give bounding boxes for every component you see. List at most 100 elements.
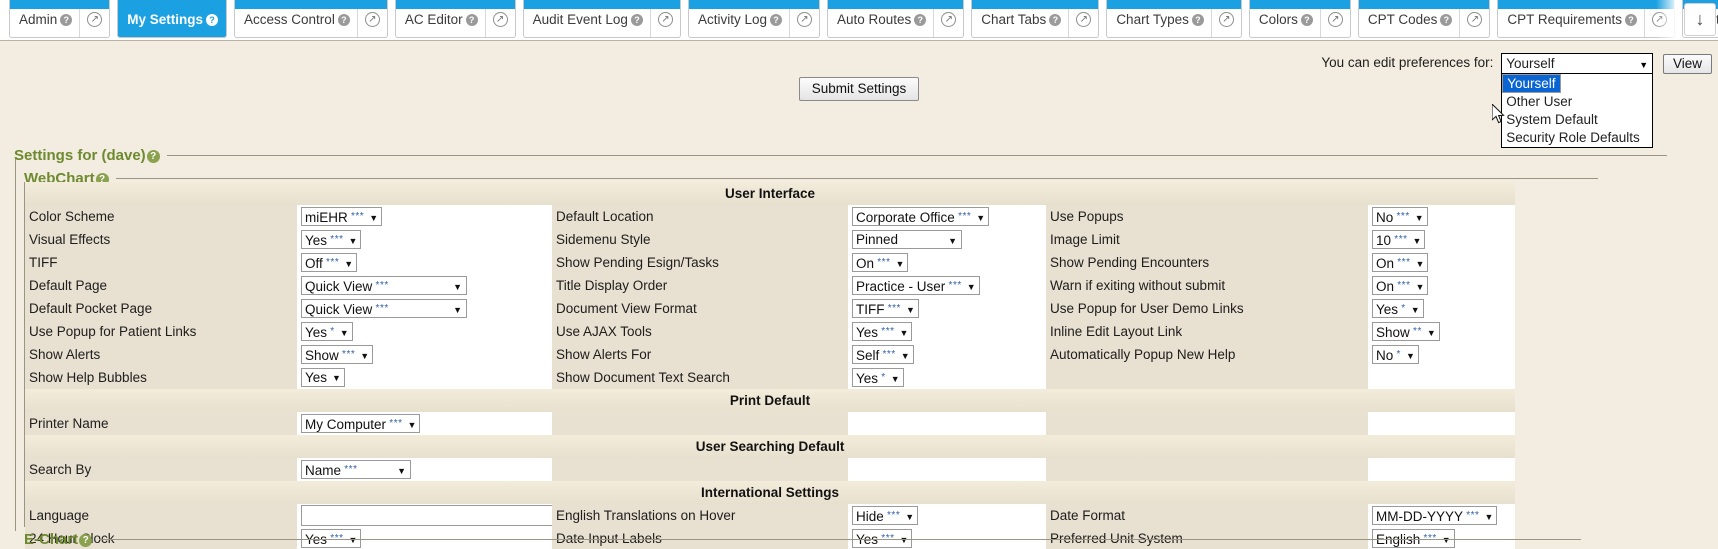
preferences-option-system-default[interactable]: System Default [1506, 112, 1598, 127]
ui-title-display-order-select[interactable]: Practice - User *** ▼ [852, 276, 980, 295]
intl-english-translations-on-hover-override-stars: *** [883, 510, 901, 521]
search-search-by-select[interactable]: Name *** ▼ [301, 460, 411, 479]
tab-cpt-requirements[interactable]: CPT Requirements?↗ [1497, 0, 1675, 38]
tab-label: Admin? [10, 0, 79, 37]
popout-icon[interactable]: ↗ [933, 0, 963, 37]
preferences-for-bar: You can edit preferences for: Yourself ▼… [1321, 53, 1712, 148]
ui-automatically-popup-new-help-select[interactable]: No * ▼ [1372, 345, 1419, 364]
popout-icon[interactable]: ↗ [1068, 0, 1098, 37]
ui-use-ajax-tools-select[interactable]: Yes *** ▼ [852, 322, 913, 341]
ui-tiff-select[interactable]: Off *** ▼ [301, 253, 358, 272]
settings-for-help-icon[interactable]: ? [146, 150, 160, 163]
ui-show-pending-esign-tasks-select[interactable]: On *** ▼ [852, 253, 909, 272]
chevron-down-icon: ▼ [348, 236, 358, 246]
echart-help-icon[interactable]: ? [79, 534, 93, 547]
help-icon[interactable]: ? [60, 14, 73, 26]
help-icon[interactable]: ? [1624, 14, 1637, 26]
popout-icon[interactable]: ↗ [1459, 0, 1489, 37]
ui-warn-if-exiting-without-submit-select[interactable]: On *** ▼ [1372, 276, 1429, 295]
ui-show-alerts-select[interactable]: Show *** ▼ [301, 345, 374, 364]
popout-icon[interactable]: ↗ [79, 0, 109, 37]
tab-auto-routes[interactable]: Auto Routes? ↗ [826, 0, 965, 38]
help-icon[interactable]: ? [337, 14, 350, 26]
preferences-for-dropdown[interactable]: Yourself Other User System Default Security… [1501, 74, 1654, 148]
tab-chart-types[interactable]: Chart Types? ↗ [1106, 0, 1242, 38]
help-icon[interactable]: ? [1300, 14, 1313, 26]
intl-language-textarea[interactable] [301, 505, 552, 526]
tab-chart-tabs[interactable]: Chart Tabs? ↗ [971, 0, 1100, 38]
ui-image-limit-select[interactable]: 10 *** ▼ [1372, 230, 1426, 249]
ui-tiff-cell: Off *** ▼ [297, 251, 552, 274]
preferences-select-wrap: Yourself ▼ Yourself Other User System Defa… [1501, 53, 1654, 148]
popout-icon[interactable]: ↗ [1319, 0, 1350, 37]
tab-audit-event-log[interactable]: Audit Event Log? ↗ [522, 0, 681, 38]
submit-settings-button[interactable]: Submit Settings [798, 77, 920, 101]
intl-date-format-label: Date Format [1046, 504, 1368, 527]
preferences-option-yourself[interactable]: Yourself [1502, 74, 1561, 93]
popout-icon[interactable]: ↗ [649, 0, 680, 37]
help-icon[interactable]: ? [630, 14, 643, 26]
chevron-down-icon: ▼ [397, 466, 406, 476]
ui-show-alerts-for-select[interactable]: Self *** ▼ [852, 345, 914, 364]
ui-use-popup-for-user-demo-links-select[interactable]: Yes * ▼ [1372, 299, 1424, 318]
help-icon[interactable]: ? [769, 14, 782, 26]
tab-label: Audit Event Log? [524, 0, 650, 37]
intl-english-translations-on-hover-select[interactable]: Hide *** ▼ [852, 506, 919, 525]
preferences-option-other-user[interactable]: Other User [1506, 94, 1573, 109]
ui-document-view-format-select[interactable]: TIFF *** ▼ [852, 299, 919, 318]
preferences-for-select[interactable]: Yourself ▼ [1501, 53, 1654, 74]
popout-icon[interactable]: ↗ [484, 0, 515, 37]
ui-title-display-order-label: Title Display Order [552, 274, 848, 297]
ui-show-help-bubbles-select[interactable]: Yes ▼ [301, 368, 345, 387]
ui-automatically-popup-new-help-override-stars: * [1393, 349, 1401, 360]
tab-activity-log[interactable]: Activity Log? ↗ [687, 0, 820, 38]
intl-english-translations-on-hover-value: Hide [856, 509, 884, 524]
ui-use-popup-for-patient-links-select[interactable]: Yes * ▼ [301, 322, 353, 341]
intl-date-input-labels-label: Date Input Labels [552, 527, 848, 549]
help-icon[interactable]: ? [914, 14, 927, 26]
intl-preferred-unit-system-select[interactable]: English ***▼ [1372, 529, 1455, 548]
tab-my-settings[interactable]: My Settings? [117, 0, 228, 38]
view-button[interactable]: View [1662, 53, 1712, 74]
ui-use-ajax-tools-override-stars: *** [878, 326, 895, 337]
ui-use-popups-select[interactable]: No *** ▼ [1372, 207, 1428, 226]
ui-default-pocket-page-override-stars: *** [372, 303, 389, 314]
ui-show-document-text-search-select[interactable]: Yes * ▼ [852, 368, 904, 387]
intl-date-input-labels-cell: Yes ***▼ [848, 527, 1046, 549]
popout-icon[interactable]: ↗ [356, 0, 387, 37]
heading-rule [115, 178, 1598, 179]
ui-show-pending-esign-tasks-override-stars: *** [874, 257, 891, 268]
settings-for-left-rule [15, 159, 16, 531]
ui-show-alerts-label: Show Alerts [25, 343, 297, 366]
ui-show-document-text-search-label: Show Document Text Search [552, 366, 848, 389]
ui-use-popup-for-user-demo-links-override-stars: * [1398, 303, 1406, 314]
ui-inline-edit-layout-link-select[interactable]: Show ** ▼ [1372, 322, 1440, 341]
help-icon[interactable]: ? [1049, 14, 1062, 26]
tab-overflow-down-icon[interactable]: ↓ [1684, 3, 1716, 36]
ui-sidemenu-style-select[interactable]: Pinned ▼ [852, 230, 962, 249]
ui-visual-effects-select[interactable]: Yes *** ▼ [301, 230, 362, 249]
help-icon[interactable]: ? [1440, 14, 1453, 26]
intl-date-format-select[interactable]: MM-DD-YYYY *** ▼ [1372, 506, 1498, 525]
popout-icon[interactable]: ↗ [788, 0, 819, 37]
tab-cpt-codes[interactable]: CPT Codes? ↗ [1357, 0, 1491, 38]
print-printer-name-select[interactable]: My Computer *** ▼ [301, 414, 421, 433]
tab-admin[interactable]: Admin? ↗ [9, 0, 111, 38]
print-printer-name-cell: My Computer *** ▼ [297, 412, 552, 435]
section-header-row: Print Default [25, 389, 1516, 412]
help-icon[interactable]: ? [465, 14, 478, 26]
tab-colors[interactable]: Colors? ↗ [1248, 0, 1351, 38]
table-row: Show Alerts Show *** ▼ Show Alerts For Self … [25, 343, 1516, 366]
ui-image-limit-label: Image Limit [1046, 228, 1368, 251]
help-icon[interactable]: ? [1191, 14, 1204, 26]
ui-default-page-select[interactable]: Quick View *** ▼ [301, 276, 467, 295]
tab-access-control[interactable]: Access Control? ↗ [234, 0, 388, 38]
ui-default-pocket-page-select[interactable]: Quick View *** ▼ [301, 299, 467, 318]
help-icon[interactable]: ? [206, 14, 219, 26]
ui-color-scheme-select[interactable]: miEHR *** ▼ [301, 207, 383, 226]
tab-ac-editor[interactable]: AC Editor? ↗ [394, 0, 516, 38]
ui-show-pending-encounters-select[interactable]: On *** ▼ [1372, 253, 1429, 272]
popout-icon[interactable]: ↗ [1210, 0, 1241, 37]
ui-default-location-select[interactable]: Corporate Office *** ▼ [852, 207, 990, 226]
preferences-option-security-role-defaults[interactable]: Security Role Defaults [1506, 130, 1640, 145]
